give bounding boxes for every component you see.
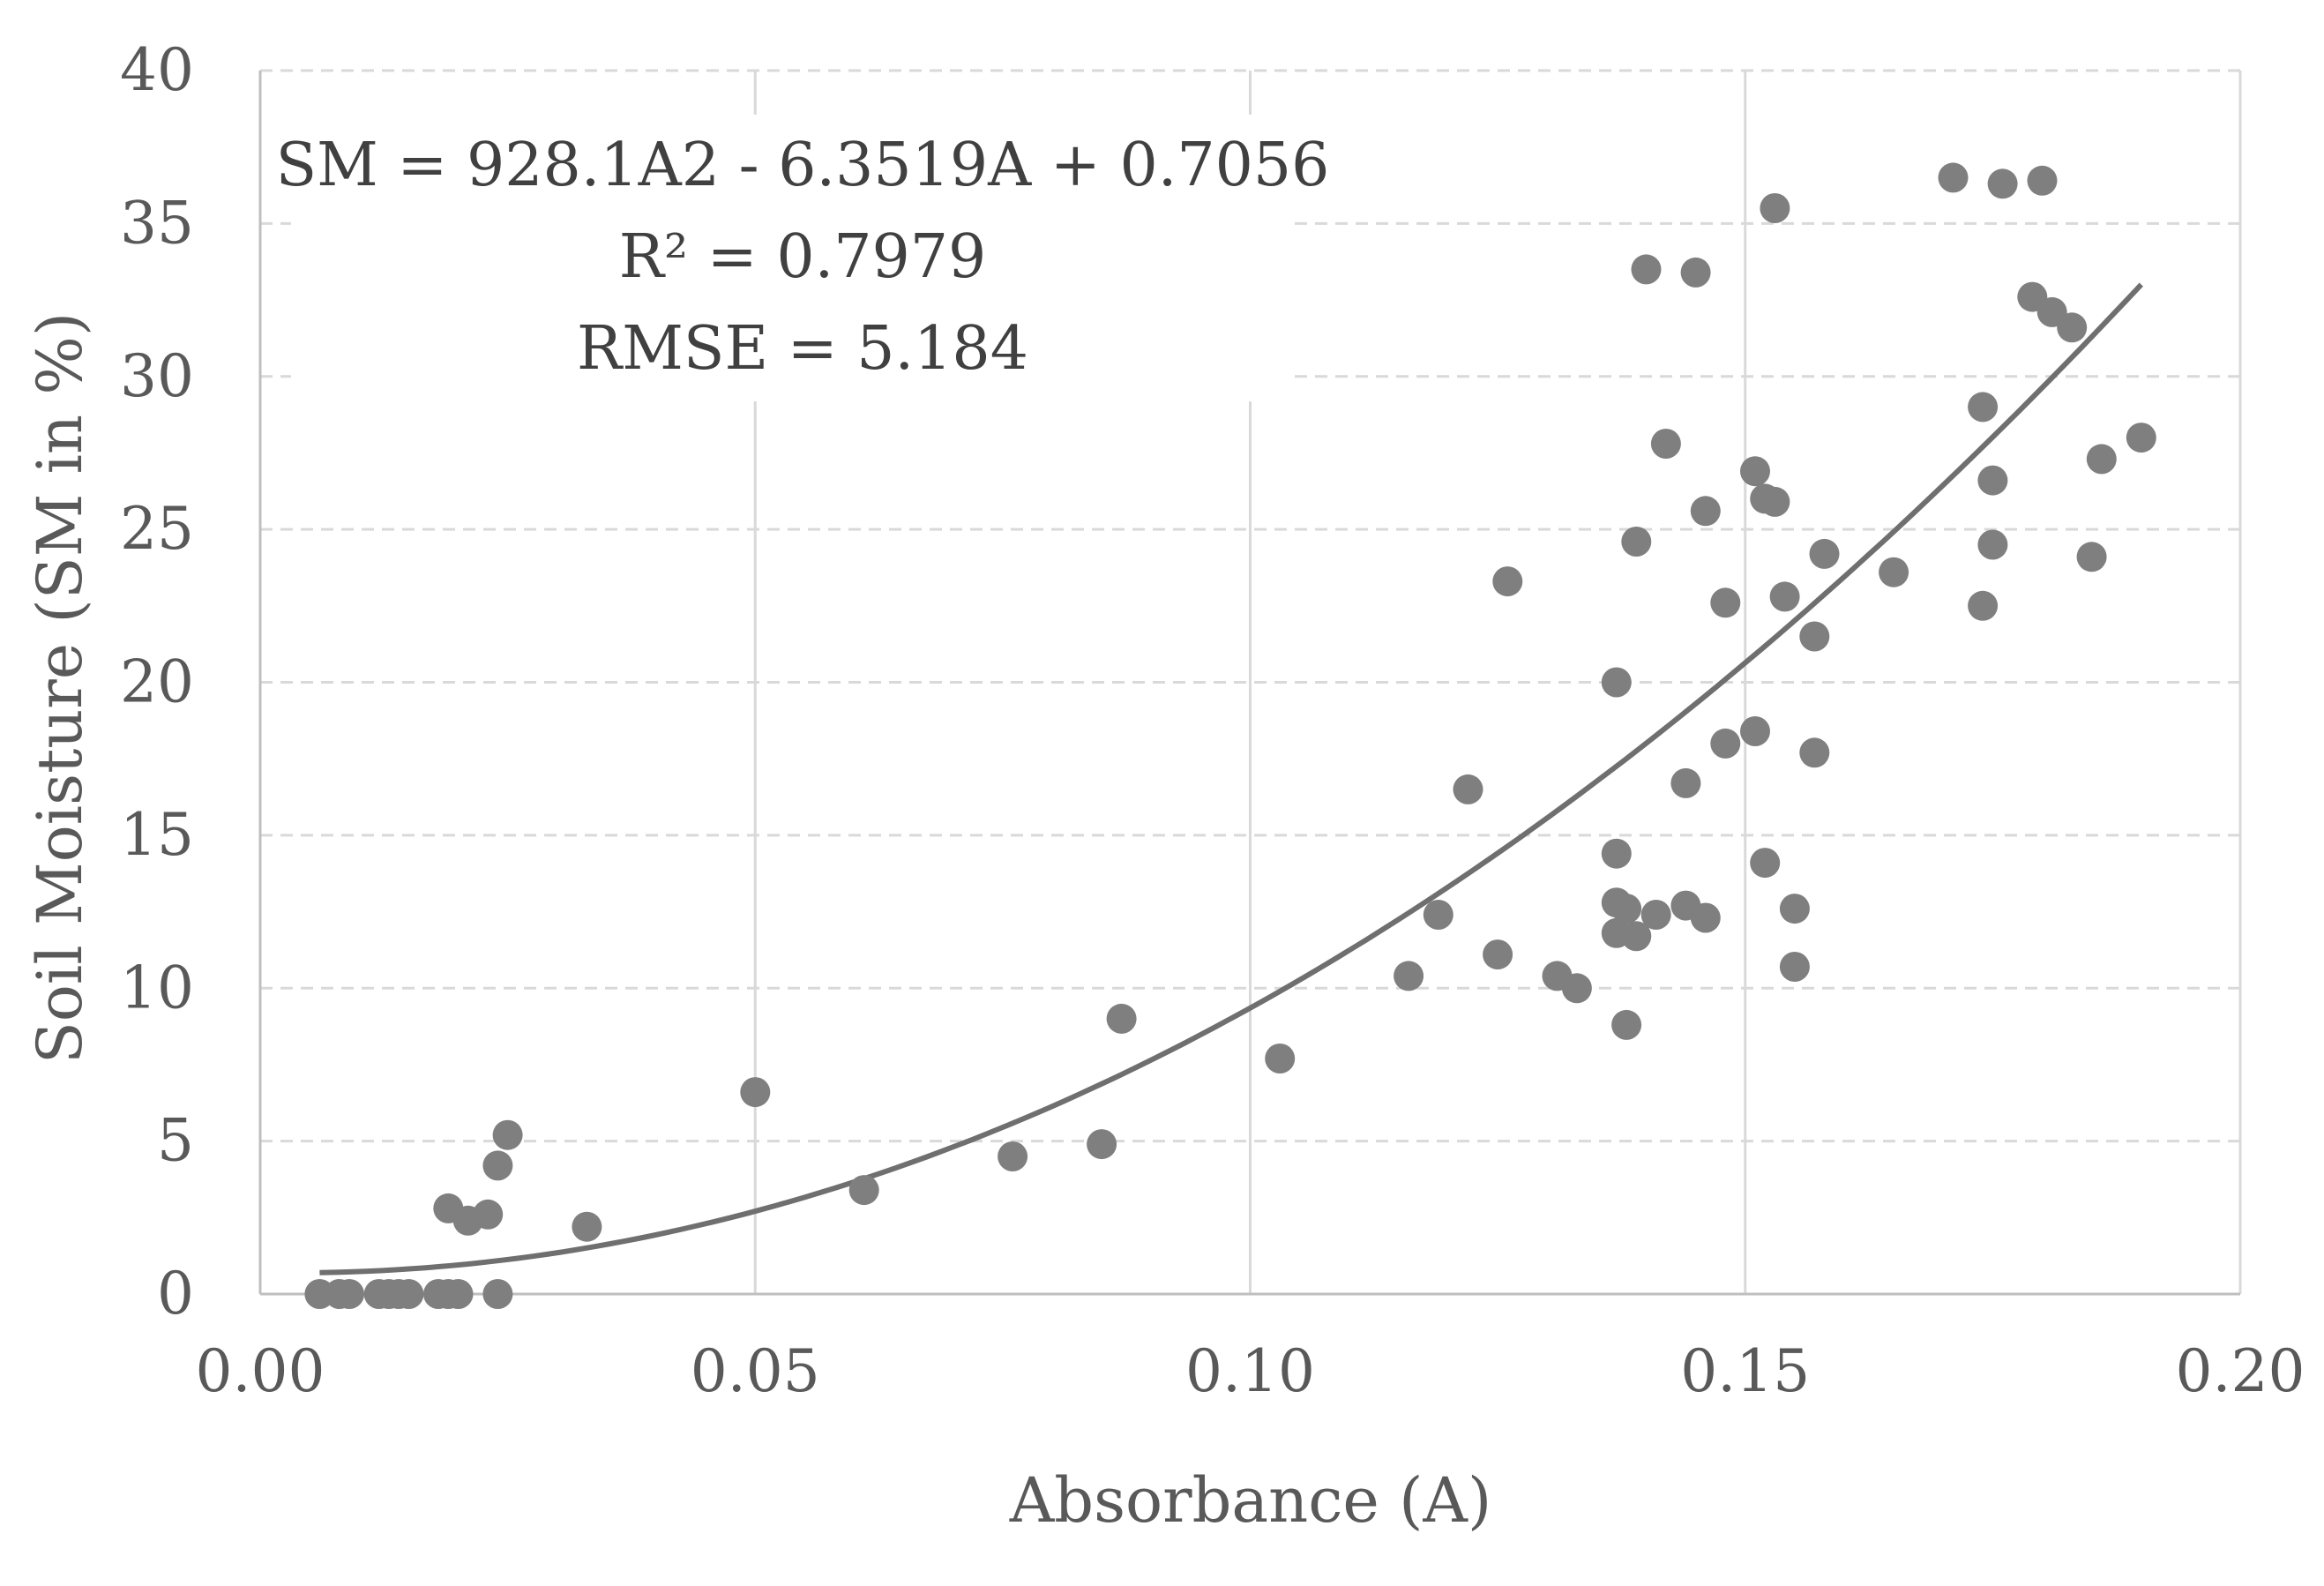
- data-point: [1977, 529, 2008, 560]
- x-tick-label: 0.05: [691, 1337, 820, 1405]
- data-point: [1760, 486, 1790, 517]
- data-points: [304, 162, 2156, 1309]
- data-point: [1690, 902, 1721, 933]
- r-squared-label: R² = 0.7979: [619, 222, 987, 292]
- data-point: [2057, 312, 2088, 343]
- x-axis-title: Absorbance (A): [1009, 1464, 1492, 1537]
- data-point: [1710, 587, 1741, 618]
- data-point: [1106, 1003, 1137, 1034]
- data-point: [473, 1199, 504, 1230]
- data-point: [1968, 590, 1999, 621]
- data-point: [1621, 921, 1652, 952]
- data-point: [334, 1279, 364, 1309]
- data-point: [1779, 894, 1810, 924]
- data-point: [1968, 392, 1999, 423]
- y-tick-label: 10: [120, 954, 194, 1021]
- data-point: [1799, 737, 1830, 768]
- data-point: [1779, 952, 1810, 982]
- y-tick-label: 35: [120, 189, 194, 257]
- data-point: [740, 1077, 771, 1108]
- x-tick-label: 0.20: [2176, 1337, 2305, 1405]
- data-point: [1423, 900, 1453, 930]
- data-point: [1769, 581, 1800, 612]
- y-tick-label: 15: [120, 801, 194, 869]
- data-point: [1650, 429, 1681, 459]
- y-tick-label: 20: [120, 648, 194, 716]
- annotation-background: [291, 115, 1288, 401]
- data-point: [2126, 423, 2156, 453]
- trendline: [319, 282, 2143, 1276]
- data-point: [1740, 456, 1770, 487]
- x-tick-label: 0.00: [196, 1337, 325, 1405]
- data-point: [1611, 894, 1642, 924]
- data-point: [1750, 848, 1781, 879]
- data-point: [1690, 496, 1721, 527]
- data-point: [2076, 542, 2107, 572]
- trendline-layer: [319, 282, 2143, 1276]
- data-point: [1680, 257, 1711, 288]
- data-point: [1394, 961, 1424, 991]
- data-point: [1621, 527, 1652, 557]
- data-point: [1670, 767, 1701, 798]
- data-point: [1453, 774, 1483, 804]
- data-point: [998, 1141, 1028, 1171]
- data-point: [1809, 538, 1840, 569]
- equation-annotation: SM = 928.1A2 - 6.3519A + 0.7056 R² = 0.7…: [276, 115, 1330, 401]
- data-point: [2086, 444, 2117, 475]
- y-tick-label: 25: [120, 495, 194, 563]
- x-tick-label: 0.15: [1680, 1337, 1810, 1405]
- data-point: [572, 1211, 602, 1242]
- data-point: [1740, 716, 1770, 746]
- data-point: [1601, 667, 1632, 698]
- data-point: [1265, 1044, 1296, 1074]
- data-point: [1879, 557, 1909, 587]
- y-tick-label: 30: [120, 342, 194, 410]
- rmse-label: RMSE = 5.184: [577, 314, 1028, 384]
- data-point: [482, 1279, 513, 1309]
- data-point: [1760, 193, 1790, 223]
- data-point: [1492, 566, 1523, 597]
- data-point: [1987, 168, 2018, 199]
- y-tick-label: 0: [157, 1260, 194, 1328]
- axes: [258, 71, 2240, 1296]
- data-point: [393, 1279, 424, 1309]
- x-tick-label: 0.10: [1185, 1337, 1315, 1405]
- data-point: [1710, 728, 1741, 759]
- y-tick-label: 5: [157, 1107, 194, 1175]
- y-axis-title: Soil Moisture (SM in %): [24, 312, 96, 1064]
- data-point: [1087, 1129, 1117, 1160]
- data-point: [1799, 621, 1830, 652]
- data-point: [1611, 1009, 1642, 1040]
- equation-label: SM = 928.1A2 - 6.3519A + 0.7056: [276, 131, 1330, 200]
- data-point: [2027, 165, 2058, 196]
- tick-labels: 0 5 10 15 20 25 30 35 40 0.00 0.05 0.10 0.15 0.20: [120, 36, 2305, 1405]
- y-tick-label: 40: [120, 36, 194, 104]
- data-point: [482, 1150, 513, 1181]
- data-point: [1561, 973, 1592, 1004]
- data-point: [1640, 900, 1671, 930]
- data-point: [443, 1279, 474, 1309]
- data-point: [848, 1175, 879, 1206]
- data-point: [1601, 838, 1632, 869]
- data-point: [492, 1119, 523, 1150]
- data-point: [1938, 162, 1969, 193]
- data-point: [1977, 465, 2008, 496]
- data-point: [1631, 254, 1662, 285]
- data-point: [1483, 939, 1513, 970]
